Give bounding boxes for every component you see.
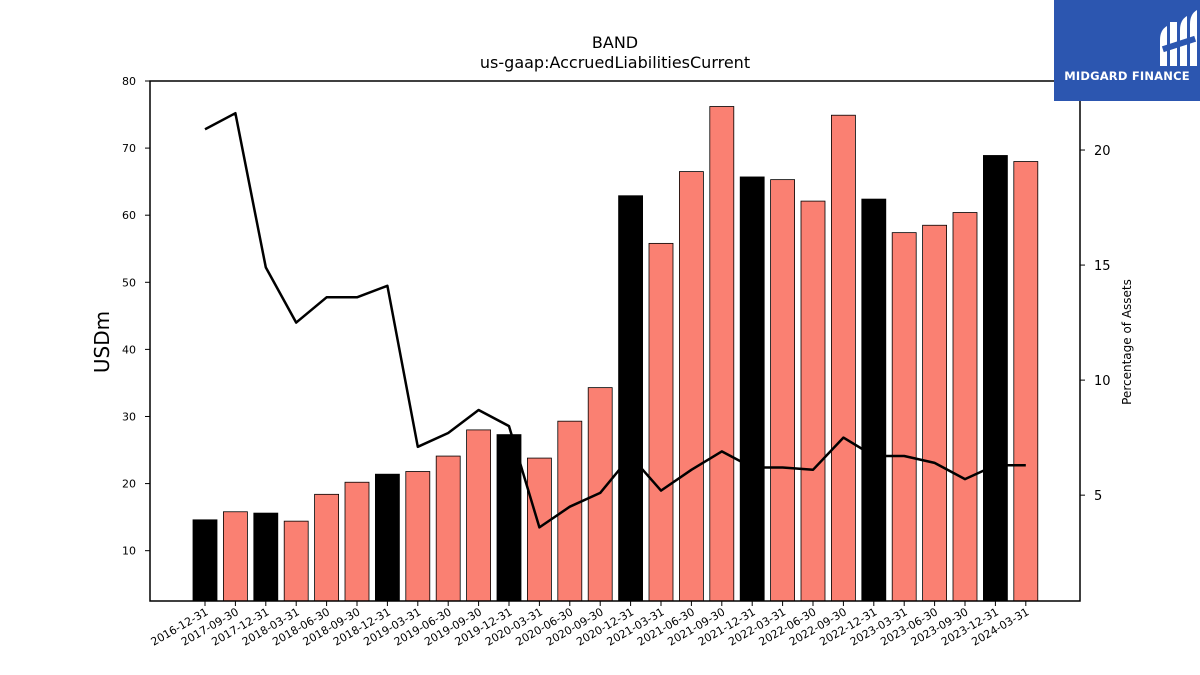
plot-frame <box>149 80 1081 602</box>
bar-2016-12-31 <box>192 519 218 602</box>
bar-2024-03-31 <box>1013 161 1039 602</box>
y2-tick-label: 5 <box>1094 489 1102 504</box>
bar-2022-03-31 <box>770 179 795 602</box>
line-series <box>204 111 1026 529</box>
y-axis-ticks: 10 20 30 40 50 60 70 80 <box>122 75 150 558</box>
bar-2022-12-31 <box>861 198 887 602</box>
axes <box>149 80 1081 602</box>
bar-2018-09-30 <box>344 481 370 602</box>
bar-2018-12-31 <box>374 473 400 602</box>
y-tick-label: 10 <box>122 545 136 558</box>
bar-2020-12-31 <box>618 195 643 602</box>
bar-2023-12-31 <box>983 155 1008 602</box>
bar-2023-03-31 <box>891 232 917 602</box>
bar-2020-03-31 <box>527 457 552 602</box>
y-tick-label: 80 <box>122 75 136 88</box>
bar-2021-12-31 <box>739 176 765 602</box>
chart-subtitle: us-gaap:AccruedLiabilitiesCurrent <box>480 53 750 72</box>
y-tick-label: 40 <box>122 343 136 356</box>
bar-2022-09-30 <box>831 114 856 602</box>
y-axis-label: USDm <box>90 311 114 373</box>
bar-2018-03-31 <box>283 520 309 602</box>
bar-2019-09-30 <box>466 429 492 602</box>
bar-2021-03-31 <box>648 242 674 602</box>
brand-name: MIDGARD FINANCE <box>1064 69 1190 83</box>
y2-axis-label: Percentage of Assets <box>1120 279 1134 405</box>
bar-2018-06-30 <box>314 493 340 602</box>
bar-2017-09-30 <box>222 511 248 602</box>
y-tick-label: 30 <box>122 410 136 423</box>
midgard-logo-icon <box>1160 10 1197 66</box>
bar-2019-12-31 <box>496 434 522 602</box>
y2-tick-label: 15 <box>1094 259 1111 274</box>
y2-axis-ticks: 5 10 15 20 <box>1080 144 1111 504</box>
x-axis-ticks: 2016-12-312017-09-302017-12-312018-03-31… <box>149 601 1031 649</box>
bar-2023-09-30 <box>952 212 978 602</box>
bar-series <box>192 106 1039 602</box>
y-tick-label: 60 <box>122 209 136 222</box>
bar-2019-03-31 <box>405 471 431 602</box>
bar-2021-06-30 <box>679 171 704 602</box>
y-tick-label: 70 <box>122 142 136 155</box>
bar-2017-12-31 <box>253 512 279 602</box>
chart-title: BAND <box>592 33 638 52</box>
bar-2022-06-30 <box>800 200 826 602</box>
y-tick-label: 50 <box>122 276 136 289</box>
bar-2020-09-30 <box>587 387 613 602</box>
y-tick-label: 20 <box>122 478 136 491</box>
percentage-line <box>204 111 1026 529</box>
bar-2019-06-30 <box>435 455 461 602</box>
brand-logo: MIDGARD FINANCE <box>1054 0 1200 101</box>
bar-2021-09-30 <box>709 106 735 602</box>
bar-2023-06-30 <box>922 224 947 602</box>
y2-tick-label: 10 <box>1094 374 1111 389</box>
y2-tick-label: 20 <box>1094 144 1111 159</box>
